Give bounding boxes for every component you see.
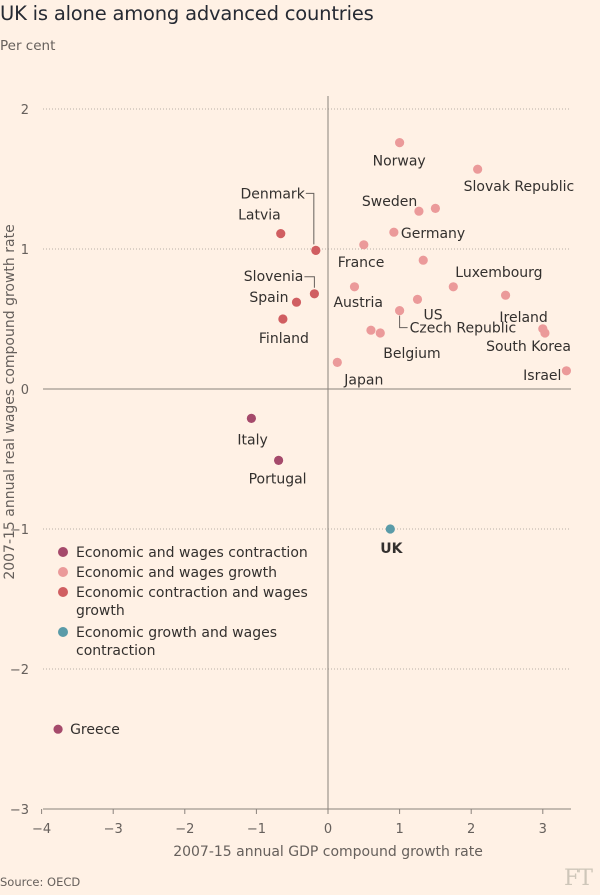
gridlines [43, 108, 571, 810]
point-label: France [338, 255, 385, 271]
point-label: Austria [333, 295, 382, 311]
x-tick-label: 1 [395, 822, 403, 837]
data-point [418, 255, 428, 265]
data-point-portugal [273, 455, 284, 465]
data-point [366, 325, 376, 335]
point-label: Spain [249, 290, 288, 306]
data-point-us [412, 294, 423, 304]
data-point-japan [332, 357, 342, 367]
point-label: Sweden [362, 194, 417, 210]
data-point-austria [349, 282, 360, 292]
y-tick-label: 0 [21, 383, 29, 398]
data-point-greece [53, 724, 63, 734]
ft-logo: FT [564, 866, 593, 891]
x-tick-label: 2 [467, 822, 475, 837]
point-label: Germany [401, 226, 465, 242]
legend-label: Economic contraction and wages growth [76, 585, 308, 619]
data-point-uk [385, 524, 395, 534]
data-point-slovenia [309, 289, 319, 299]
point-label: Japan [343, 372, 383, 388]
point-label: Portugal [249, 471, 307, 487]
point-label: UK [380, 541, 403, 557]
source-note: Source: OECD [0, 875, 81, 889]
leader-line-slovenia [304, 276, 315, 288]
data-point-latvia [276, 229, 286, 239]
legend-item: Economic and wages contraction [58, 545, 308, 561]
y-tick-label: −1 [10, 523, 29, 538]
x-tick-label: −2 [175, 822, 194, 837]
chart-title: UK is alone among advanced countries [0, 2, 374, 25]
data-point-norway [395, 138, 405, 148]
point-label: Denmark [240, 186, 305, 202]
data-point [500, 290, 511, 300]
chart-subtitle: Per cent [0, 38, 56, 54]
data-point-spain [291, 297, 302, 307]
legend-swatch [58, 547, 68, 557]
legend-swatch [58, 587, 68, 597]
data-point-luxembourg [448, 282, 458, 292]
data-point-belgium [375, 328, 385, 338]
data-point-czech-republic [395, 306, 405, 316]
legend-label: Economic and wages contraction [76, 545, 308, 561]
leader-line-denmark [305, 192, 315, 245]
point-label: Italy [237, 432, 267, 448]
x-tick-label: −4 [32, 822, 51, 837]
point-label: South Korea [486, 339, 571, 355]
data-point-germany [389, 227, 399, 237]
legend-item: Economic and wages growth [58, 565, 277, 581]
y-axis-title: 2007-15 annual real wages compound growt… [2, 224, 18, 579]
legend-label: Economic and wages growth [76, 565, 277, 581]
data-point-finland [278, 314, 288, 324]
data-point-denmark [311, 245, 321, 255]
data-point-israel [561, 366, 572, 376]
legend-swatch [58, 627, 68, 637]
data-point-slovak-republic [473, 164, 483, 174]
y-tick-label: −2 [10, 663, 29, 678]
data-point [430, 203, 440, 213]
legend-item: Economic growth and wages contraction [58, 625, 277, 659]
y-tick-label: 1 [21, 243, 29, 258]
point-label: Czech Republic [410, 321, 517, 337]
point-label: Finland [259, 331, 309, 347]
point-label: Luxembourg [455, 265, 542, 281]
data-point-sweden [414, 206, 424, 216]
point-label: Slovenia [244, 269, 304, 285]
x-tick-label: −1 [247, 822, 266, 837]
point-label: Greece [70, 722, 120, 738]
data-point-south-korea [540, 328, 550, 338]
x-tick-label: −3 [104, 822, 123, 837]
leader-line-czech [399, 315, 408, 329]
point-label: Israel [523, 368, 561, 384]
point-labels: Norway Slovak Republic Sweden Germany France… [70, 154, 574, 739]
point-label: Slovak Republic [464, 179, 575, 195]
data-point-france [359, 240, 369, 250]
point-label: Ireland [499, 310, 547, 326]
x-tick-label: 0 [324, 822, 332, 837]
legend-item: Economic contraction and wages growth [58, 585, 308, 619]
point-label: US [424, 307, 443, 323]
point-label: Belgium [383, 346, 440, 362]
x-axis-title: 2007-15 annual GDP compound growth rate [173, 844, 483, 860]
legend-label: Economic growth and wages contraction [76, 625, 277, 659]
point-label: Latvia [238, 208, 281, 224]
legend: Economic and wages contraction Economic a… [58, 545, 308, 659]
legend-swatch [58, 567, 68, 577]
data-point-italy [246, 413, 256, 423]
y-tick-label: −3 [10, 803, 29, 818]
data-points [53, 138, 572, 734]
point-label: Norway [373, 154, 426, 170]
y-tick-label: 2 [21, 103, 29, 118]
x-tick-label: 3 [539, 822, 547, 837]
